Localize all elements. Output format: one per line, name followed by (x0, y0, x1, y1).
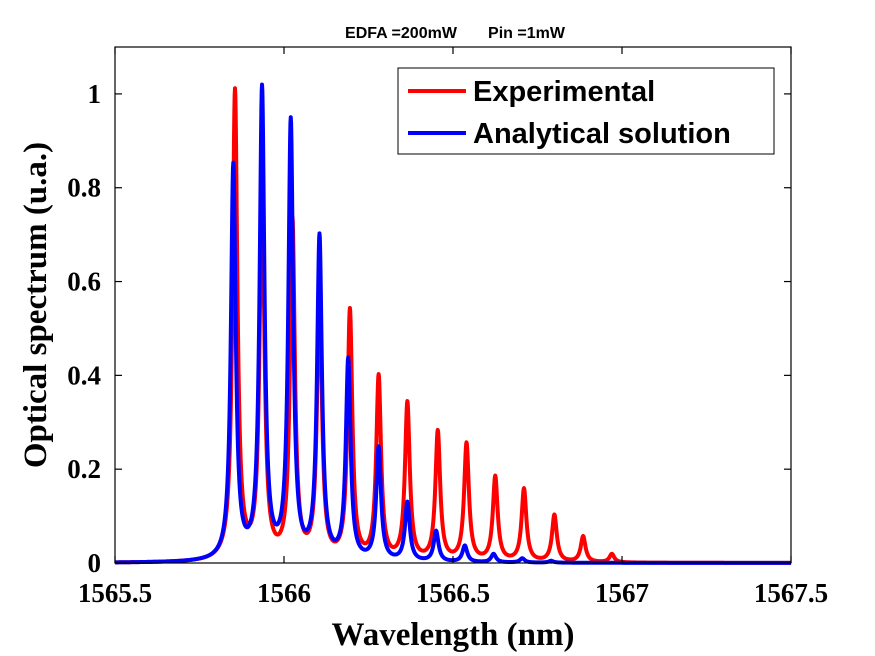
y-tick-label: 0.6 (67, 267, 101, 297)
legend-label-analytical: Analytical solution (473, 118, 731, 150)
legend: Experimental Analytical solution (397, 67, 775, 155)
x-tick-label: 1565.5 (78, 578, 152, 608)
chart-title: EDFA =200mW Pin =1mW (345, 25, 566, 42)
x-tick-label: 1566 (257, 578, 311, 608)
y-axis-title: Optical spectrum (u.a.) (18, 142, 54, 468)
x-tick-label: 1567.5 (754, 578, 828, 608)
legend-label-experimental: Experimental (473, 76, 655, 108)
legend-box (397, 67, 775, 155)
y-tick-label: 1 (88, 79, 102, 109)
x-tick-label: 1567 (595, 578, 649, 608)
y-tick-label: 0.8 (67, 173, 101, 203)
x-tick-label: 1566.5 (416, 578, 490, 608)
y-tick-label: 0 (88, 548, 102, 578)
x-axis-title: Wavelength (nm) (332, 617, 575, 653)
plot-frame (114, 46, 792, 564)
y-tick-label: 0.2 (67, 454, 101, 484)
tick-layer: 1565.5 1566 1566.5 1567 1567.5 0 0.2 0.4 0.6 0.8 1 (67, 47, 828, 608)
y-tick-label: 0.4 (67, 360, 101, 390)
